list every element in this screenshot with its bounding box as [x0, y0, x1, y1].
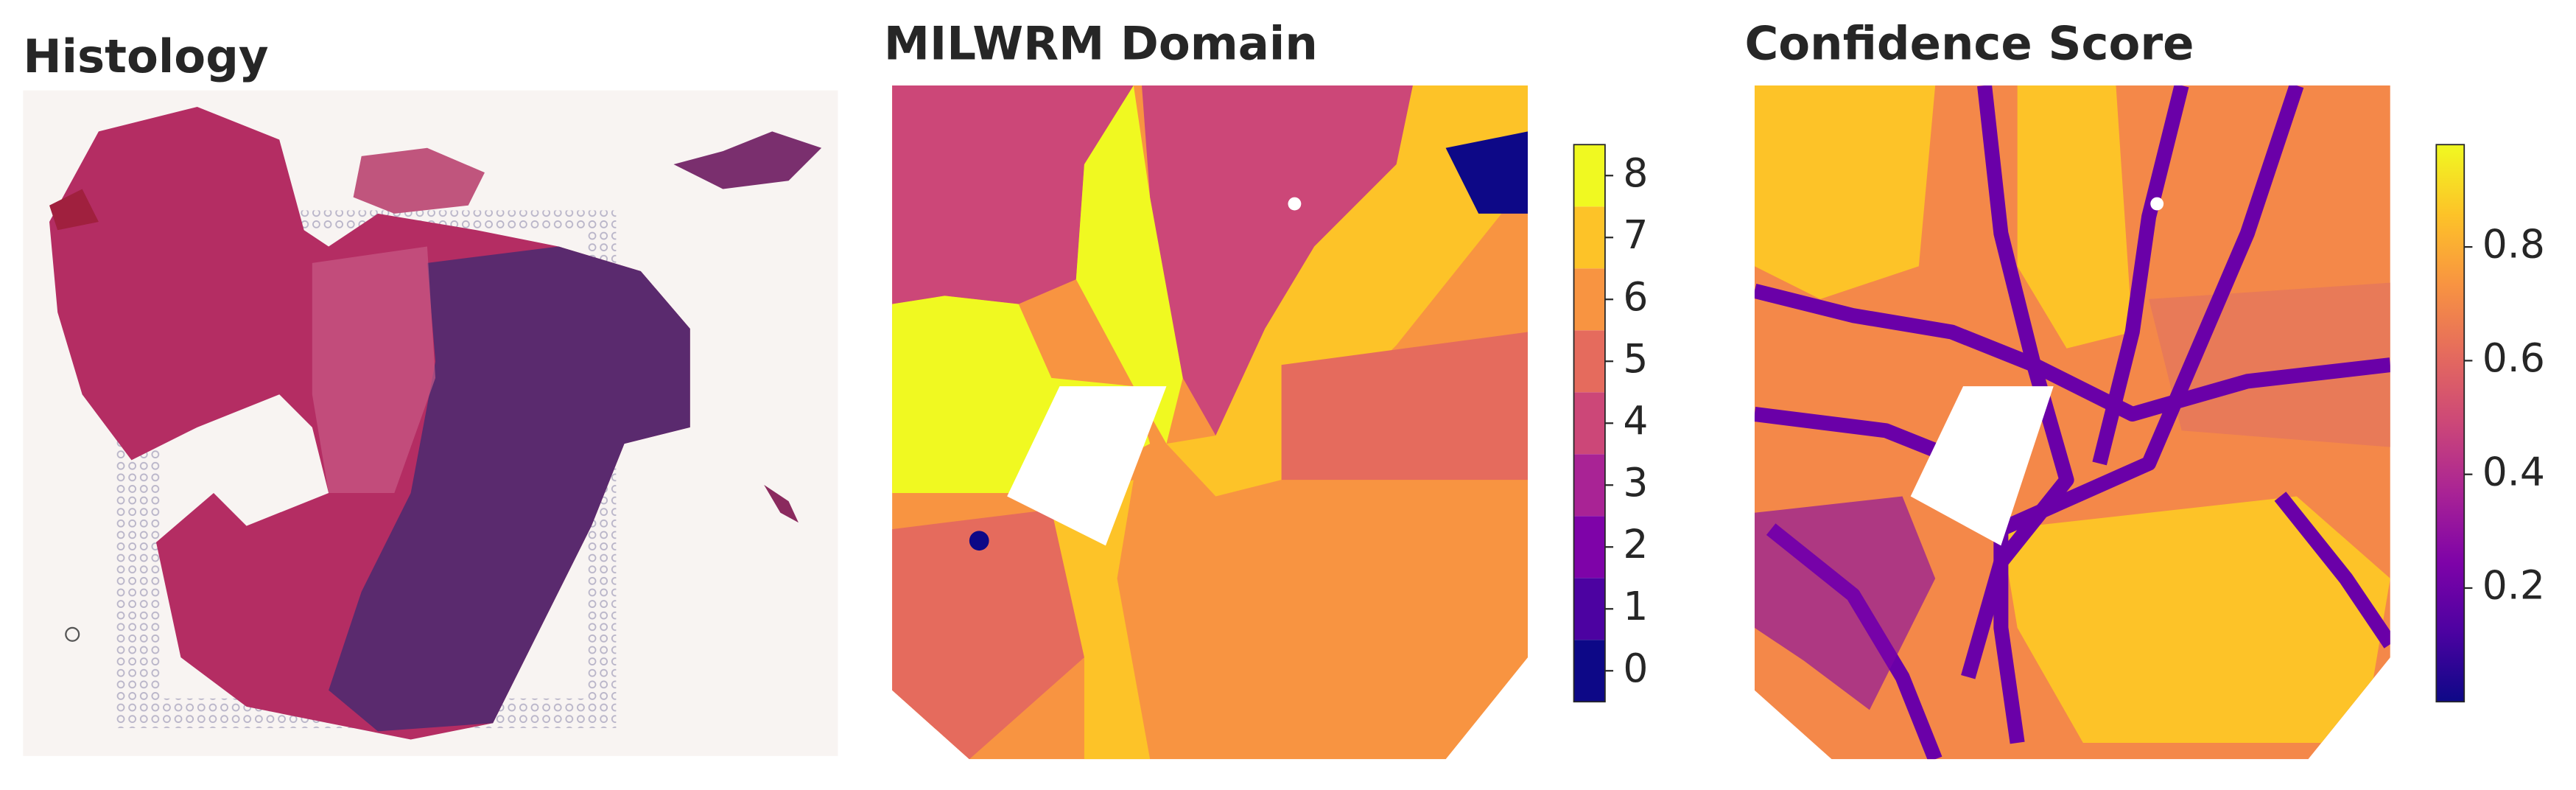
- colorbar-tick-label: 4: [1623, 397, 1648, 444]
- colorbar-segment: [1573, 640, 1605, 702]
- colorbar-segment: [1573, 516, 1605, 578]
- colorbar-segment: [1573, 578, 1605, 640]
- colorbar: 0 1 2 3 4 5 6 7 8: [1573, 144, 1648, 703]
- colorbar-segment: [1573, 268, 1605, 331]
- colorbar-tick-label: 0.2: [2482, 562, 2545, 609]
- colorbar-tick-label: 5: [1623, 335, 1648, 382]
- colorbar-tick-label: 1: [1623, 583, 1648, 629]
- colorbar-segment: [1573, 144, 1605, 207]
- domain-map: [892, 85, 1529, 760]
- colorbar-tick-label: 0.8: [2482, 221, 2545, 268]
- colorbar-tick-label: 0.4: [2482, 448, 2545, 494]
- colorbar: 0.2 0.4 0.6 0.8: [2435, 144, 2545, 703]
- colorbar-segment: [1573, 454, 1605, 517]
- colorbar-frame: [2435, 144, 2466, 703]
- histology-image: [23, 90, 838, 756]
- colorbar-segment: [1573, 392, 1605, 455]
- colorbar-tick-label: 0: [1623, 645, 1648, 691]
- colorbar-tick-label: 6: [1623, 273, 1648, 320]
- colorbar-tick-label: 0.6: [2482, 335, 2545, 381]
- panel-title: Confidence Score: [1744, 16, 2194, 70]
- colorbar-gradient: [2436, 144, 2465, 702]
- colorbar-segment: [1573, 330, 1605, 393]
- panel-title: Histology: [23, 29, 268, 83]
- confidence-map: [1754, 85, 2390, 760]
- colorbar-tick-label: 7: [1623, 212, 1648, 258]
- colorbar-segment: [1573, 206, 1605, 269]
- colorbar-tick-label: 3: [1623, 459, 1648, 506]
- panel-title: MILWRM Domain: [884, 16, 1318, 70]
- colorbar-tick-label: 8: [1623, 150, 1648, 196]
- colorbar-tick-label: 2: [1623, 521, 1648, 567]
